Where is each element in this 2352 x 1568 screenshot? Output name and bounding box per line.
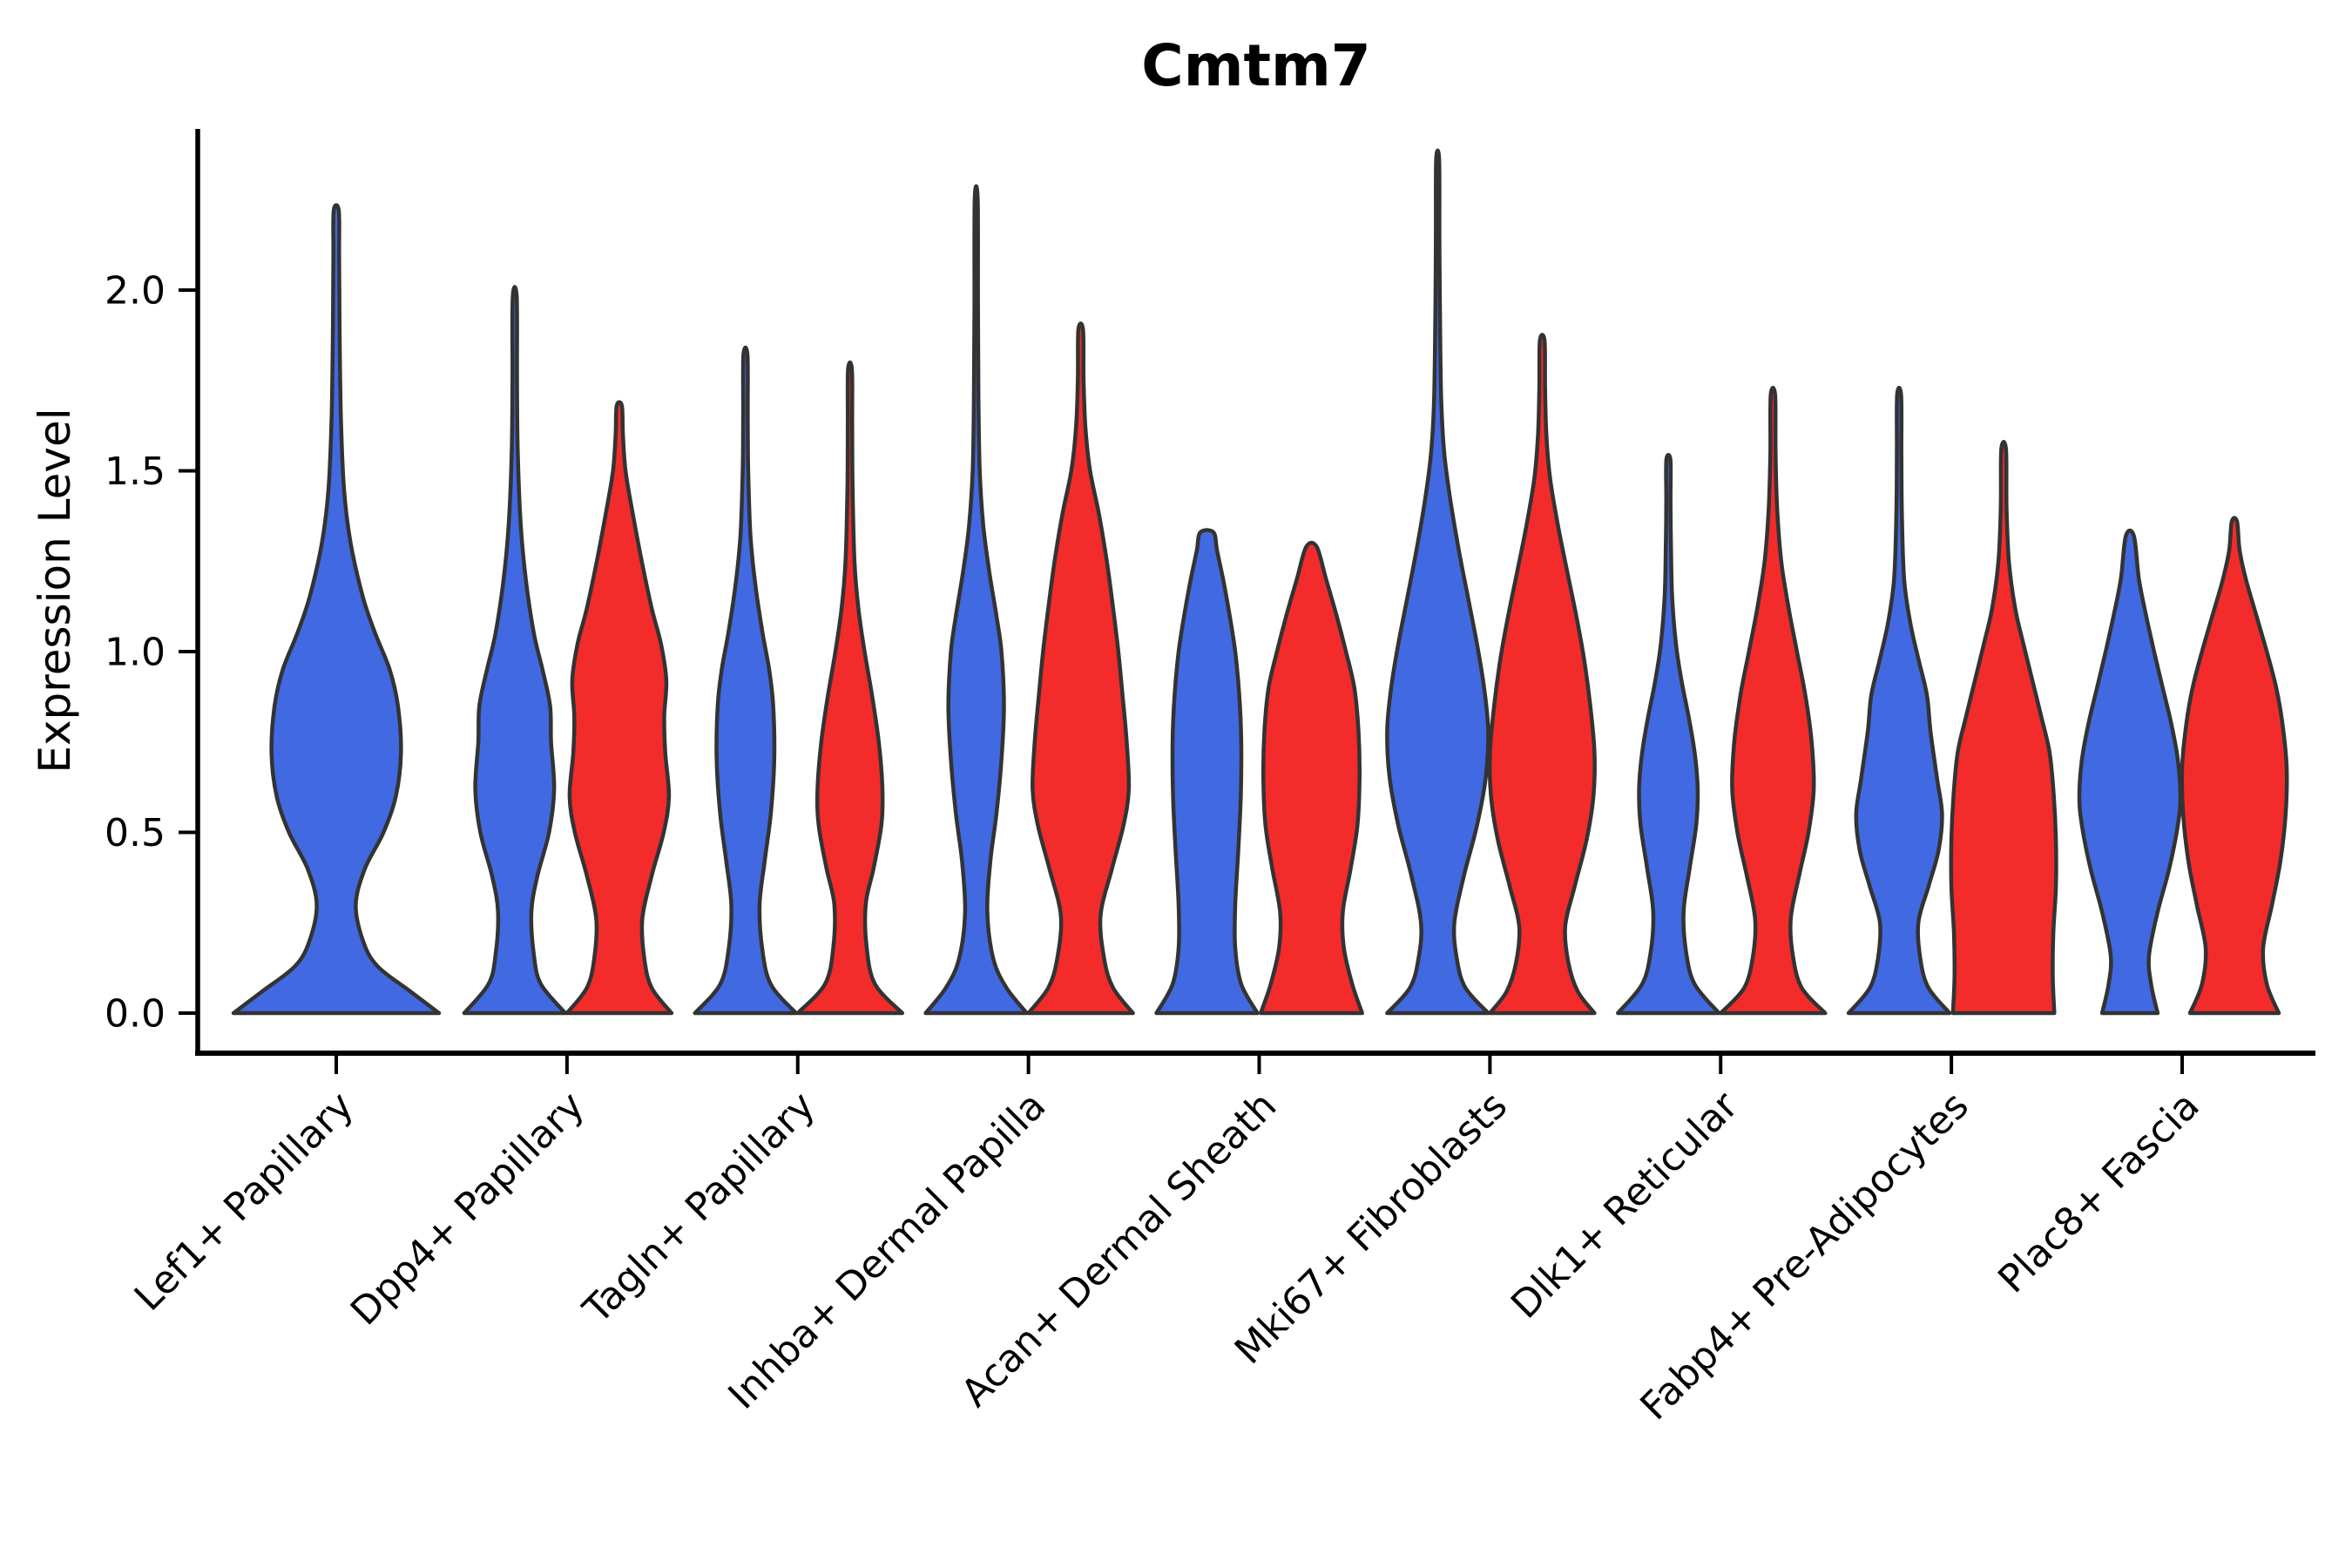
violin-inhba-dermal-papilla-red bbox=[1026, 321, 1135, 1016]
x-category-label: Plac8+ Fascia bbox=[1990, 1084, 2208, 1302]
violins-group bbox=[231, 148, 2289, 1016]
violin-fabp4-pre-adipocytes-blue bbox=[1846, 385, 1952, 1016]
y-tick-label: 1.0 bbox=[105, 630, 166, 674]
violin-lef1-papillary-blue bbox=[231, 203, 442, 1016]
x-category-label: Dlk1+ Reticular bbox=[1503, 1083, 1747, 1328]
violin-dpp4-papillary-blue bbox=[462, 285, 568, 1016]
chart-title: Cmtm7 bbox=[1141, 32, 1370, 99]
y-axis-label: Expression Level bbox=[30, 408, 80, 773]
violin-mki67-fibroblasts-blue bbox=[1385, 148, 1490, 1016]
violin-mki67-fibroblasts-red bbox=[1487, 333, 1597, 1016]
violin-acan-dermal-sheath-blue bbox=[1154, 528, 1260, 1016]
y-ticks-group: 0.0 0.5 1.0 1.5 2.0 bbox=[105, 268, 198, 1036]
violin-tagln-papillary-blue bbox=[693, 345, 799, 1016]
x-category-label: Tagln+ Papillary bbox=[574, 1084, 823, 1333]
y-tick-label: 2.0 bbox=[105, 268, 166, 313]
violin-dlk1-reticular-blue bbox=[1616, 453, 1721, 1016]
y-tick-label: 0.0 bbox=[105, 991, 166, 1036]
violin-plac8-fascia-red bbox=[2180, 516, 2289, 1016]
x-category-label: Lef1+ Papillary bbox=[126, 1084, 362, 1320]
violin-dlk1-reticular-red bbox=[1719, 385, 1828, 1016]
violin-plac8-fascia-blue bbox=[2077, 528, 2183, 1016]
violin-inhba-dermal-papilla-blue bbox=[923, 184, 1029, 1016]
violin-tagln-papillary-red bbox=[795, 360, 905, 1016]
y-tick-label: 1.5 bbox=[105, 449, 166, 494]
x-category-label: Dpp4+ Papillary bbox=[342, 1084, 593, 1335]
y-tick-label: 0.5 bbox=[105, 811, 166, 855]
violin-acan-dermal-sheath-red bbox=[1259, 540, 1364, 1016]
violin-dpp4-papillary-red bbox=[564, 400, 674, 1016]
violin-fabp4-pre-adipocytes-red bbox=[1949, 440, 2058, 1016]
